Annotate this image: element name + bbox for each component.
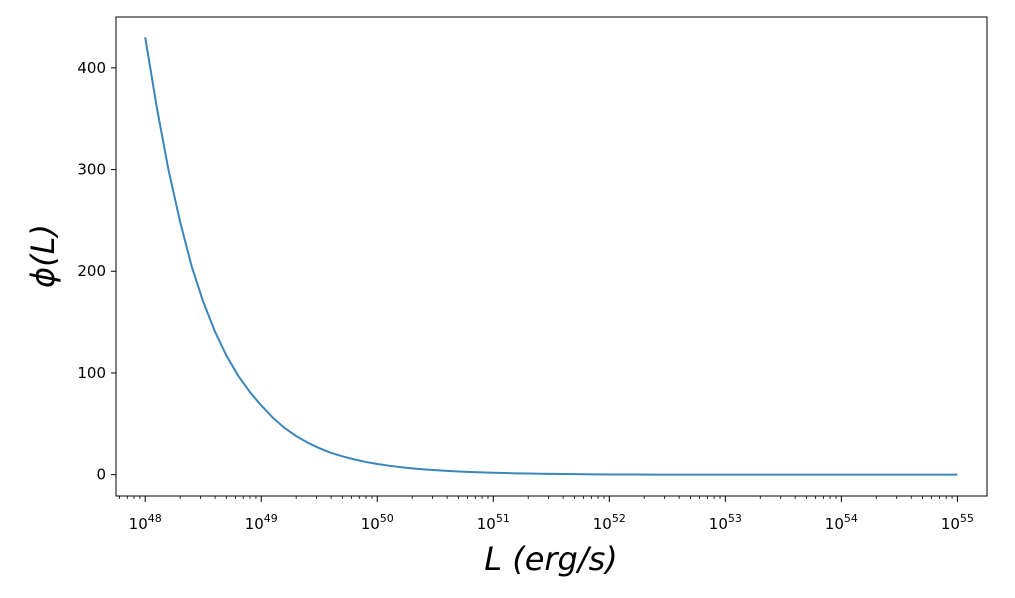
x-tick-exponent: 48 — [148, 512, 162, 525]
x-tick-base: 10 — [825, 515, 844, 533]
x-tick-base: 10 — [245, 515, 264, 533]
x-tick-exponent: 54 — [844, 512, 858, 525]
x-minor-ticks — [119, 496, 953, 499]
x-axis: 1048 1049 1050 1051 1052 1053 1054 1055 — [129, 496, 974, 533]
x-tick-label: 1051 — [477, 512, 510, 533]
x-tick-label: 1050 — [361, 512, 394, 533]
x-tick-base: 10 — [941, 515, 960, 533]
x-axis-label: L (erg/s) — [484, 540, 618, 578]
x-tick-exponent: 49 — [264, 512, 278, 525]
x-tick-base: 10 — [709, 515, 728, 533]
y-axis: 0 100 200 300 400 — [77, 59, 116, 484]
x-tick-label: 1054 — [825, 512, 858, 533]
x-tick-label: 1049 — [245, 512, 278, 533]
plot-area-border — [115, 16, 988, 497]
x-tick-exponent: 53 — [728, 512, 742, 525]
x-tick-base: 10 — [593, 515, 612, 533]
y-tick-label: 100 — [77, 364, 106, 382]
y-tick-label: 300 — [77, 161, 106, 179]
x-tick-label: 1052 — [593, 512, 626, 533]
series-line — [144, 37, 958, 476]
x-tick-label: 1055 — [941, 512, 974, 533]
y-axis-label: ϕ(L) — [24, 224, 62, 288]
x-tick-base: 10 — [361, 515, 380, 533]
x-tick-exponent: 50 — [380, 512, 394, 525]
x-tick-exponent: 51 — [496, 512, 510, 525]
y-tick-label: 0 — [96, 466, 106, 484]
x-tick-base: 10 — [129, 515, 148, 533]
x-tick-exponent: 55 — [960, 512, 974, 525]
x-tick-label: 1053 — [709, 512, 742, 533]
x-tick-exponent: 52 — [612, 512, 626, 525]
x-tick-base: 10 — [477, 515, 496, 533]
y-tick-label: 400 — [77, 59, 106, 77]
x-tick-label: 1048 — [129, 512, 162, 533]
y-tick-label: 200 — [77, 262, 106, 280]
axes-frame — [115, 16, 988, 497]
